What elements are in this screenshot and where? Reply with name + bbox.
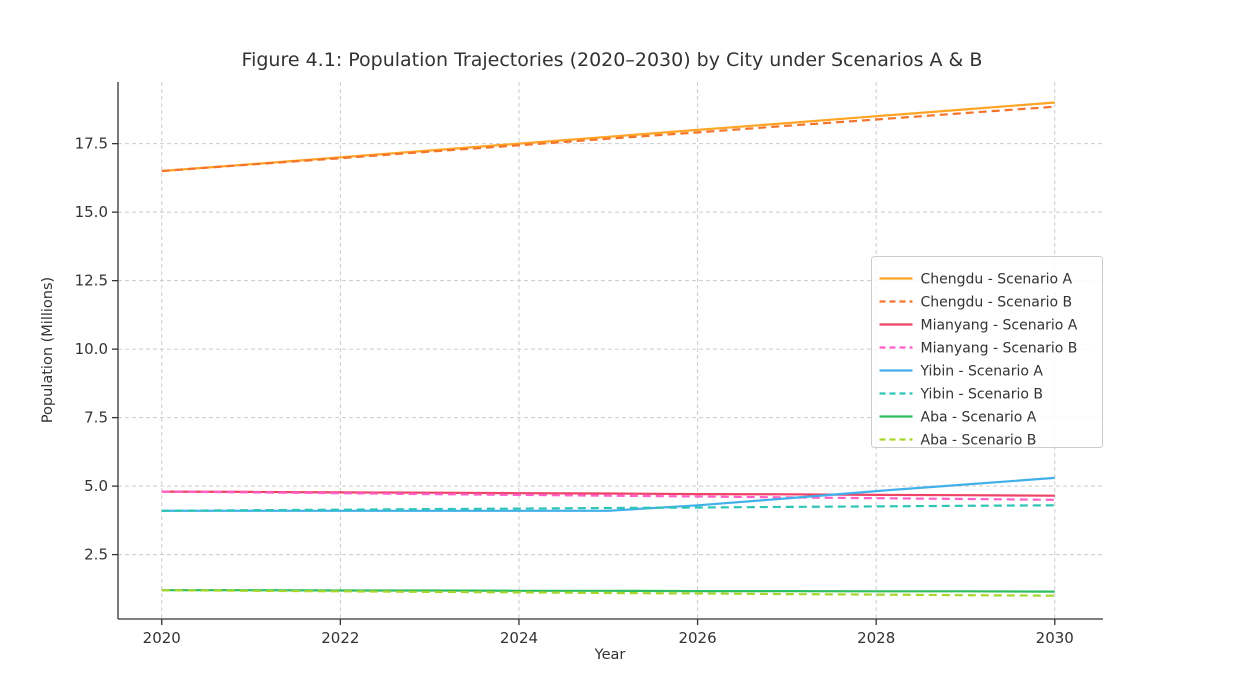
series-line-aba-scenario-b [161, 589, 1055, 597]
legend-label-mianyang-scenario-a: Mianyang - Scenario A [921, 318, 1078, 334]
y-tick-label-7.5: 7.5 [84, 409, 108, 427]
y-tick-label-15.0: 15.0 [75, 203, 108, 221]
legend-label-chengdu-scenario-b: Chengdu - Scenario B [921, 295, 1073, 311]
y-tick-label-5.0: 5.0 [84, 477, 108, 495]
y-tick-label-12.5: 12.5 [75, 272, 108, 290]
series-line-mianyang-scenario-b [161, 490, 1055, 501]
legend-label-chengdu-scenario-a: Chengdu - Scenario A [921, 272, 1073, 288]
legend-item-mianyang-scenario-a: Mianyang - Scenario A [879, 318, 1078, 334]
series-line-chengdu-scenario-b [161, 105, 1055, 173]
legend-item-chengdu-scenario-a: Chengdu - Scenario A [879, 272, 1073, 288]
legend-item-aba-scenario-a: Aba - Scenario A [879, 410, 1037, 426]
legend-item-yibin-scenario-b: Yibin - Scenario B [879, 387, 1043, 403]
x-axis-label: Year [594, 647, 626, 663]
y-tick-label-2.5: 2.5 [84, 546, 108, 564]
x-tick-label-2028: 2028 [857, 629, 895, 647]
chart-title: Figure 4.1: Population Trajectories (202… [242, 49, 983, 71]
x-tick-label-2020: 2020 [143, 629, 181, 647]
legend-item-mianyang-scenario-b: Mianyang - Scenario B [879, 341, 1078, 357]
legend-label-yibin-scenario-b: Yibin - Scenario B [920, 387, 1043, 403]
legend-item-aba-scenario-b: Aba - Scenario B [879, 433, 1037, 449]
x-tick-label-2026: 2026 [678, 629, 716, 647]
legend: Chengdu - Scenario A Chengdu - Scenario B… [871, 256, 1103, 449]
legend-label-aba-scenario-a: Aba - Scenario A [921, 410, 1037, 426]
legend-item-yibin-scenario-a: Yibin - Scenario A [879, 364, 1044, 380]
x-tick-label-2030: 2030 [1036, 629, 1074, 647]
legend-label-yibin-scenario-a: Yibin - Scenario A [920, 364, 1044, 380]
series-line-yibin-scenario-b [161, 504, 1055, 512]
y-tick-label-10.0: 10.0 [75, 340, 108, 358]
y-tick-label-17.5: 17.5 [75, 135, 108, 153]
y-axis-label: Population (Millions) [40, 277, 56, 423]
legend-label-mianyang-scenario-b: Mianyang - Scenario B [921, 341, 1078, 357]
legend-label-aba-scenario-b: Aba - Scenario B [921, 433, 1037, 449]
plot-area: 2.5 5.0 7.5 10.0 12.5 15.0 17.5 2020 2022 2024 202… [75, 82, 1103, 647]
x-tick-label-2024: 2024 [500, 629, 538, 647]
x-tick-label-2022: 2022 [321, 629, 359, 647]
legend-box [871, 256, 1103, 448]
legend-item-chengdu-scenario-b: Chengdu - Scenario B [879, 295, 1073, 311]
